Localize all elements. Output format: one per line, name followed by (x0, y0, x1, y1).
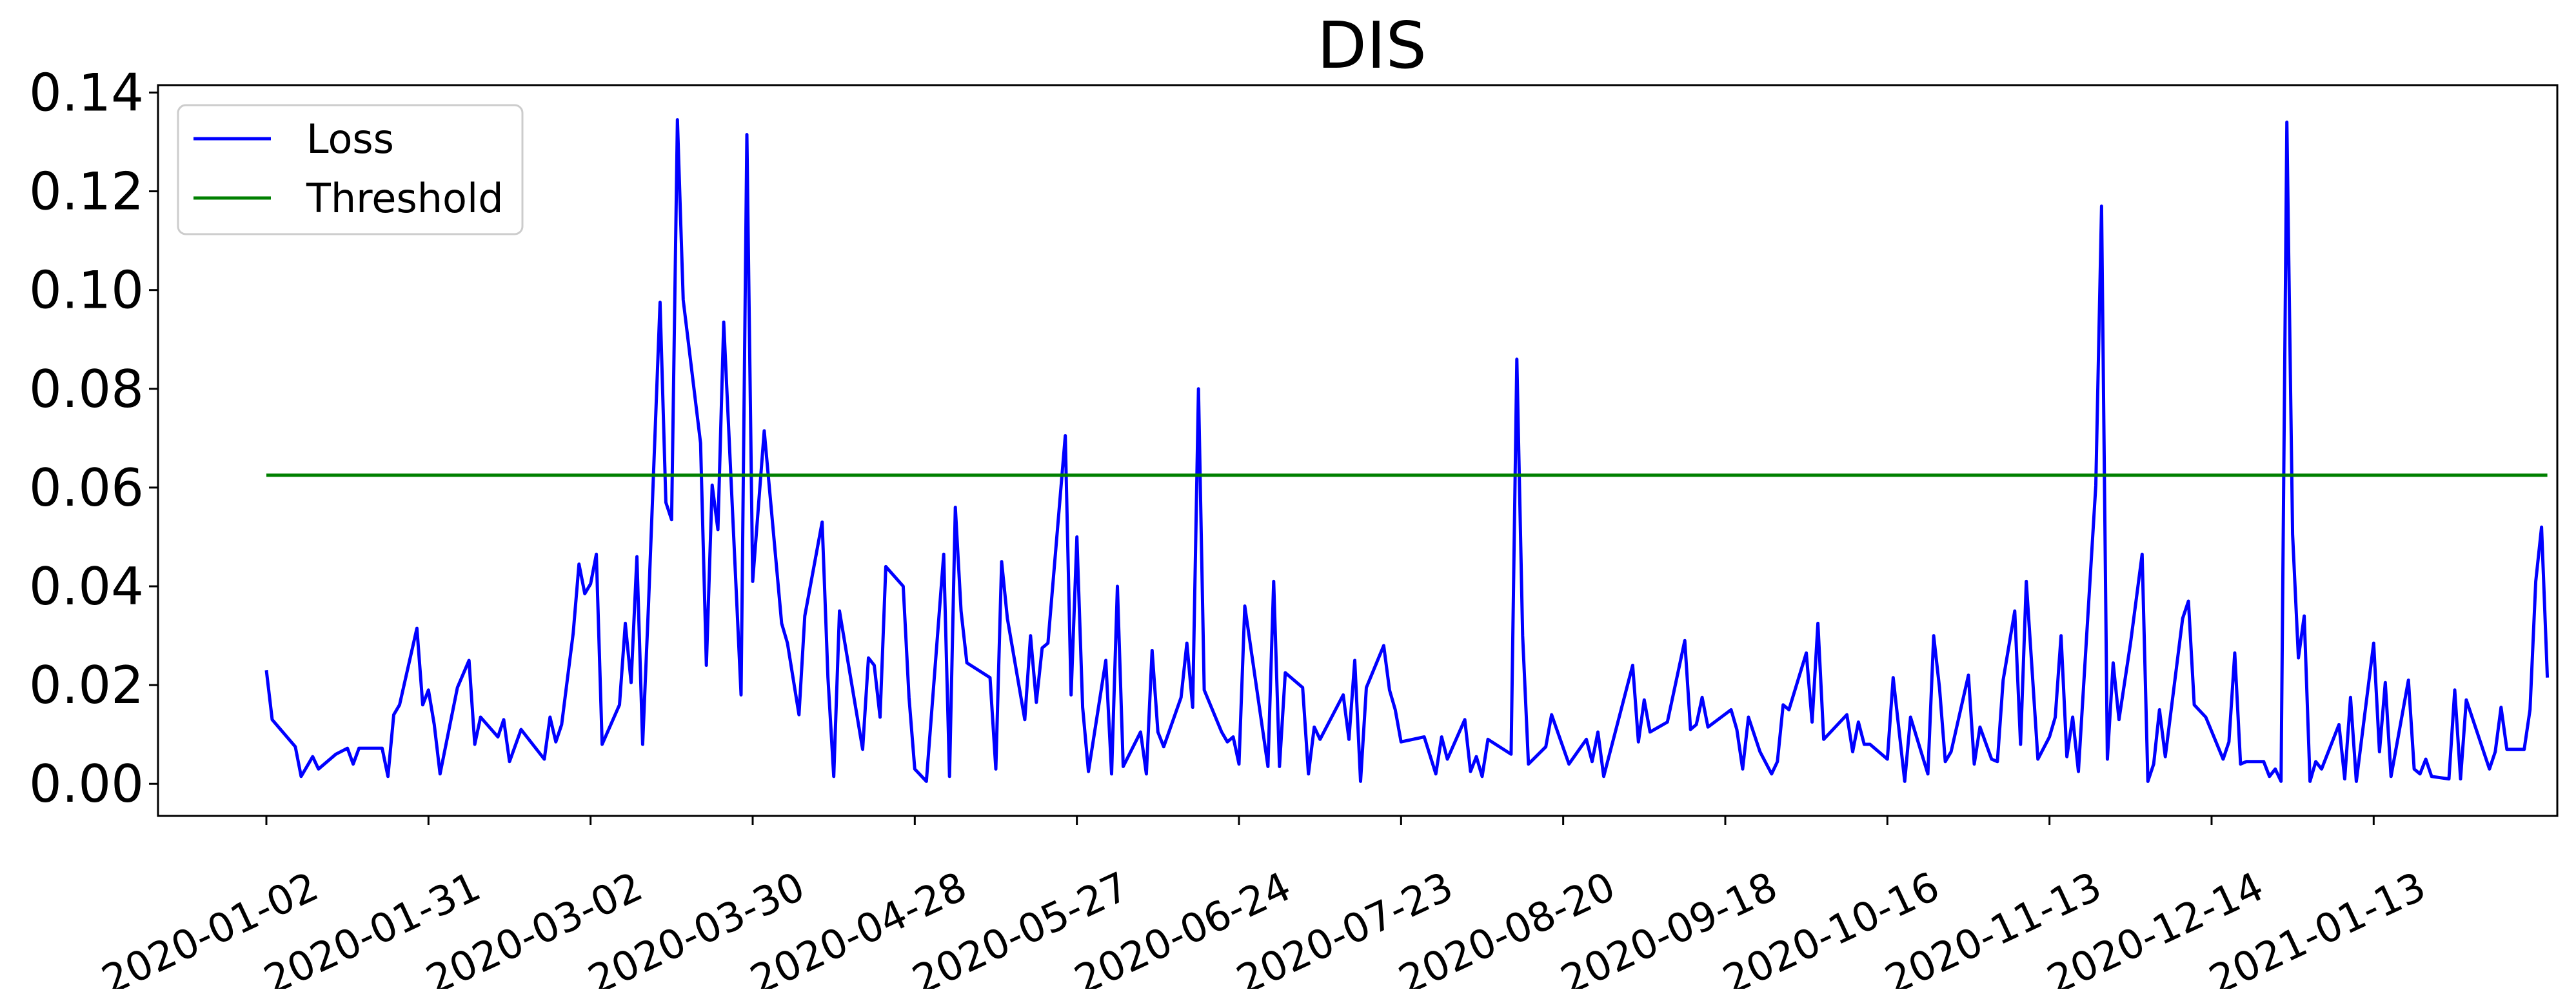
y-tick-label: 0.00 (29, 754, 144, 814)
y-tick-label: 0.02 (29, 655, 144, 715)
y-tick-label: 0.14 (29, 63, 144, 123)
legend-label: Threshold (306, 175, 504, 222)
axes-frame (157, 84, 2559, 817)
y-tick-label: 0.06 (29, 458, 144, 518)
y-axis: 0.00 0.02 0.04 0.06 0.08 0.10 0.12 0.14 (29, 63, 158, 814)
y-tick-label: 0.04 (29, 557, 144, 617)
y-tick-label: 0.12 (29, 162, 144, 222)
plot-area (264, 118, 2550, 783)
chart-title: DIS (1317, 8, 1427, 83)
x-axis: 2020-01-022020-01-312020-03-022020-03-30… (95, 816, 2433, 992)
y-tick-label: 0.10 (29, 261, 144, 321)
legend: Loss Threshold (177, 104, 524, 235)
y-tick-label: 0.08 (29, 359, 144, 419)
legend-label: Loss (306, 115, 394, 163)
series-line-0 (264, 118, 2550, 783)
